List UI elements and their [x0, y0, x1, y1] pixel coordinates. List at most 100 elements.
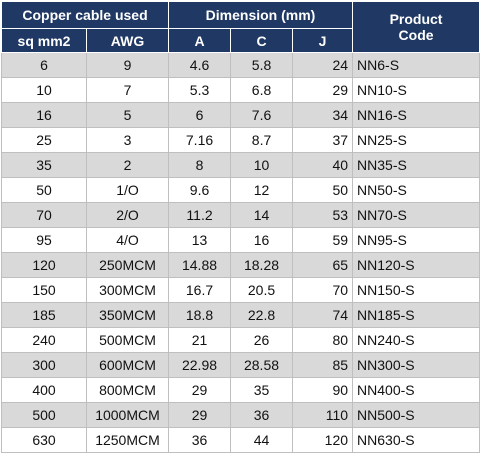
- table-row: 95 4/O 13 16 59 NN95-S: [1, 227, 480, 253]
- table-cell: 35: [1, 152, 87, 178]
- table-cell: 6: [1, 52, 87, 78]
- table-cell: 6: [168, 102, 232, 128]
- table-cell: 28.58: [230, 352, 294, 378]
- table-cell: 110: [292, 402, 354, 428]
- table-cell: 8.7: [230, 127, 294, 153]
- table-cell: 250MCM: [85, 252, 170, 278]
- table-cell: 1000MCM: [85, 402, 170, 428]
- table-cell: 14.88: [168, 252, 232, 278]
- table-cell: 25: [1, 127, 87, 153]
- table-cell: 50: [1, 177, 87, 203]
- table-row: 35 2 8 10 40 NN35-S: [1, 152, 480, 178]
- table-cell: NN70-S: [352, 202, 480, 228]
- table-cell: 13: [168, 227, 232, 253]
- table-cell: 44: [230, 427, 294, 453]
- table-cell: 16: [1, 102, 87, 128]
- table-row: 400 800MCM 29 35 90 NN400-S: [1, 377, 480, 403]
- table-row: 120 250MCM 14.88 18.28 65 NN120-S: [1, 252, 480, 278]
- table-cell: NN25-S: [352, 127, 480, 153]
- table-cell: 4/O: [85, 227, 170, 253]
- table-cell: 11.2: [168, 202, 232, 228]
- column-header: A: [168, 28, 232, 53]
- table-cell: 16: [230, 227, 294, 253]
- table-cell: 85: [292, 352, 354, 378]
- table-cell: NN150-S: [352, 277, 480, 303]
- table-cell: 74: [292, 302, 354, 328]
- table-cell: 120: [1, 252, 87, 278]
- table-cell: 50: [292, 177, 354, 203]
- table-cell: 500: [1, 402, 87, 428]
- table-cell: 300: [1, 352, 87, 378]
- header-cell: Copper cable used: [0, 1, 170, 29]
- table-cell: 14: [230, 202, 294, 228]
- table-row: 10 7 5.3 6.8 29 NN10-S: [1, 77, 480, 103]
- table-cell: 36: [230, 402, 294, 428]
- table-cell: 95: [1, 227, 87, 253]
- table-cell: 65: [292, 252, 354, 278]
- table-cell: NN300-S: [352, 352, 480, 378]
- table-cell: 630: [1, 427, 87, 453]
- table-cell: 80: [292, 327, 354, 353]
- column-header: sq mm2: [1, 28, 87, 53]
- table-cell: 7.6: [230, 102, 294, 128]
- table-cell: NN400-S: [352, 377, 480, 403]
- table-cell: 20.5: [230, 277, 294, 303]
- table-cell: 120: [292, 427, 354, 453]
- table-row: 185 350MCM 18.8 22.8 74 NN185-S: [1, 302, 480, 328]
- table-row: 240 500MCM 21 26 80 NN240-S: [1, 327, 480, 353]
- table-cell: 70: [1, 202, 87, 228]
- table-cell: 5: [85, 102, 170, 128]
- table-cell: 18.28: [230, 252, 294, 278]
- table-cell: 600MCM: [85, 352, 170, 378]
- table-row: 150 300MCM 16.7 20.5 70 NN150-S: [1, 277, 480, 303]
- table-cell: 36: [168, 427, 232, 453]
- table-row: 6 9 4.6 5.8 24 NN6-S: [1, 52, 480, 78]
- table-cell: 10: [1, 77, 87, 103]
- table-row: 50 1/O 9.6 12 50 NN50-S: [1, 177, 480, 203]
- column-header: AWG: [85, 28, 170, 53]
- table-row: 25 3 7.16 8.7 37 NN25-S: [1, 127, 480, 153]
- table-cell: 22.8: [230, 302, 294, 328]
- table-cell: 7.16: [168, 127, 232, 153]
- table-cell: 240: [1, 327, 87, 353]
- column-header: J: [292, 28, 354, 53]
- table-cell: 7: [85, 77, 170, 103]
- table-cell: 350MCM: [85, 302, 170, 328]
- table-cell: 9: [85, 52, 170, 78]
- table-cell: 34: [292, 102, 354, 128]
- table-cell: 90: [292, 377, 354, 403]
- table-cell: 12: [230, 177, 294, 203]
- table-cell: 5.3: [168, 77, 232, 103]
- table-row: 70 2/O 11.2 14 53 NN70-S: [1, 202, 480, 228]
- table-cell: 18.8: [168, 302, 232, 328]
- table-cell: 1250MCM: [85, 427, 170, 453]
- table-cell: 6.8: [230, 77, 294, 103]
- table-cell: 8: [168, 152, 232, 178]
- table-cell: 22.98: [168, 352, 232, 378]
- table-cell: 10: [230, 152, 294, 178]
- table-cell: NN95-S: [352, 227, 480, 253]
- table-cell: 800MCM: [85, 377, 170, 403]
- table-cell: 29: [168, 402, 232, 428]
- table-row: 630 1250MCM 36 44 120 NN630-S: [1, 427, 480, 453]
- table-cell: 53: [292, 202, 354, 228]
- table-cell: 21: [168, 327, 232, 353]
- header-cell: Product Code: [352, 1, 480, 53]
- table-cell: NN630-S: [352, 427, 480, 453]
- table-cell: 2/O: [85, 202, 170, 228]
- table-cell: 500MCM: [85, 327, 170, 353]
- table-cell: 5.8: [230, 52, 294, 78]
- table-cell: NN6-S: [352, 52, 480, 78]
- table-cell: 35: [230, 377, 294, 403]
- table-cell: 9.6: [168, 177, 232, 203]
- table-cell: NN240-S: [352, 327, 480, 353]
- table-cell: 150: [1, 277, 87, 303]
- table-cell: NN35-S: [352, 152, 480, 178]
- table-cell: 16.7: [168, 277, 232, 303]
- table-cell: NN120-S: [352, 252, 480, 278]
- table-cell: 29: [292, 77, 354, 103]
- column-header: C: [230, 28, 294, 53]
- table-cell: 185: [1, 302, 87, 328]
- table-cell: 29: [168, 377, 232, 403]
